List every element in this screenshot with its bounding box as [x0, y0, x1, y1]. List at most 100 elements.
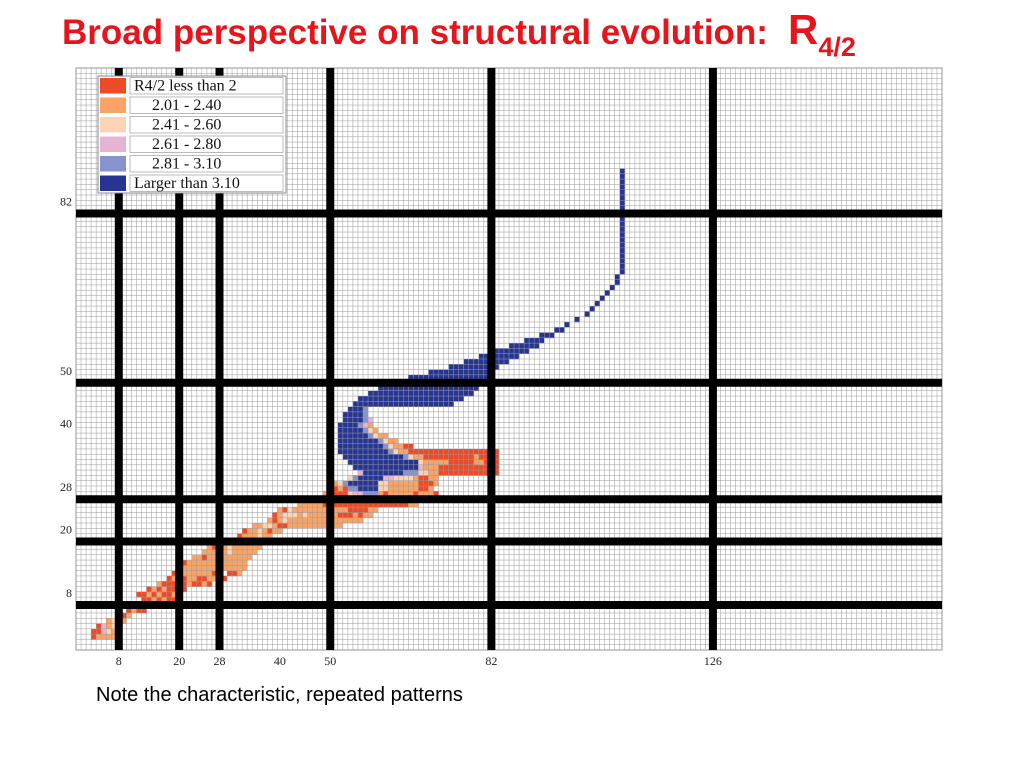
chart-cell	[418, 459, 424, 466]
chart-cell	[428, 491, 434, 497]
chart-cell	[237, 565, 243, 571]
chart-cell	[554, 327, 560, 333]
chart-cell	[453, 459, 459, 466]
chart-cell	[383, 485, 389, 492]
chart-cell	[352, 480, 359, 487]
chart-cell	[408, 454, 414, 460]
chart-cell	[458, 385, 464, 392]
chart-cell	[272, 523, 278, 529]
chart-cell	[408, 396, 414, 402]
chart-cell	[287, 517, 293, 524]
chart-cell	[368, 417, 374, 423]
chart-cell	[423, 401, 429, 407]
chart-cell	[342, 491, 349, 497]
chart-cell	[111, 628, 117, 635]
chart-cell	[347, 454, 354, 460]
chart-cell	[428, 390, 434, 397]
chart-cell	[282, 523, 288, 529]
chart-cell	[368, 485, 374, 492]
chart-cell	[357, 475, 364, 481]
chart-cell	[237, 533, 243, 540]
chart-cell	[362, 480, 369, 487]
chart-cell	[332, 512, 339, 519]
chart-cell	[453, 470, 459, 476]
chart-cell	[463, 459, 470, 466]
chart-cell	[433, 448, 439, 455]
chart-cell	[111, 623, 117, 630]
chart-cell	[408, 464, 414, 471]
legend-box	[97, 75, 287, 194]
chart-cell	[272, 528, 278, 534]
chart-cell	[519, 343, 525, 349]
chart-cell	[347, 411, 354, 418]
chart-cell	[418, 470, 424, 476]
chart-cell	[418, 390, 424, 397]
chart-cell	[438, 385, 444, 392]
chart-cell	[614, 274, 621, 280]
chart-cell	[342, 485, 349, 492]
chart-cell	[373, 464, 379, 471]
chart-cell	[589, 306, 595, 312]
chart-cell	[206, 544, 213, 550]
chart-cell	[201, 565, 208, 571]
chart-cell	[106, 618, 112, 624]
chart-cell	[478, 448, 485, 455]
chart-cell	[463, 464, 470, 471]
chart-cell	[347, 501, 354, 508]
chart-cell	[181, 565, 188, 571]
chart-cell	[342, 454, 349, 460]
chart-cell	[403, 454, 409, 460]
chart-cell	[428, 485, 434, 492]
chart-cell	[257, 544, 263, 550]
chart-cell	[342, 512, 349, 519]
chart-cell	[408, 390, 414, 397]
chart-cell	[478, 353, 485, 360]
chart-cell	[373, 396, 379, 402]
chart-cell	[317, 523, 324, 529]
chart-cell	[362, 491, 369, 497]
chart-cell	[368, 459, 374, 466]
legend-label-box	[129, 77, 284, 95]
chart-cell	[373, 485, 379, 492]
chart-cell	[443, 374, 449, 381]
chart-cell	[529, 337, 535, 344]
chart-cell	[433, 480, 439, 487]
chart-cell	[398, 485, 404, 492]
chart-cell	[453, 369, 459, 376]
chart-cell	[227, 560, 233, 566]
chart-cell	[453, 364, 459, 370]
chart-cell	[378, 454, 384, 460]
chart-cell	[463, 385, 470, 392]
chart-cell	[378, 491, 384, 497]
chart-cell	[357, 406, 364, 413]
chart-cell	[458, 464, 464, 471]
chart-cell	[388, 485, 394, 492]
chart-cell	[332, 501, 339, 508]
chart-cell	[423, 475, 429, 481]
chart-cell	[352, 485, 359, 492]
chart-cell	[222, 575, 228, 582]
chart-cell	[413, 475, 419, 481]
chart-cell	[156, 597, 162, 603]
chart-cell	[347, 485, 354, 492]
chart-cell	[307, 507, 313, 513]
chart-cell	[352, 507, 359, 513]
chart-cell	[297, 507, 303, 513]
chart-cell	[483, 470, 490, 476]
chart-cell	[317, 517, 324, 524]
chart-cell	[619, 263, 626, 270]
chart-cell	[403, 390, 409, 397]
chart-cell	[534, 337, 540, 344]
chart-cell	[413, 464, 419, 471]
chart-cell	[262, 528, 268, 534]
chart-cell	[307, 517, 313, 524]
chart-cell	[181, 586, 188, 593]
legend-label: Larger than 3.10	[134, 175, 240, 192]
chart-cell	[352, 427, 359, 434]
chart-cell	[206, 575, 213, 582]
chart-cell	[292, 523, 298, 529]
chart-cell	[428, 480, 434, 487]
chart-cell	[539, 337, 545, 344]
chart-cell	[322, 501, 329, 508]
chart-cell	[383, 433, 389, 439]
